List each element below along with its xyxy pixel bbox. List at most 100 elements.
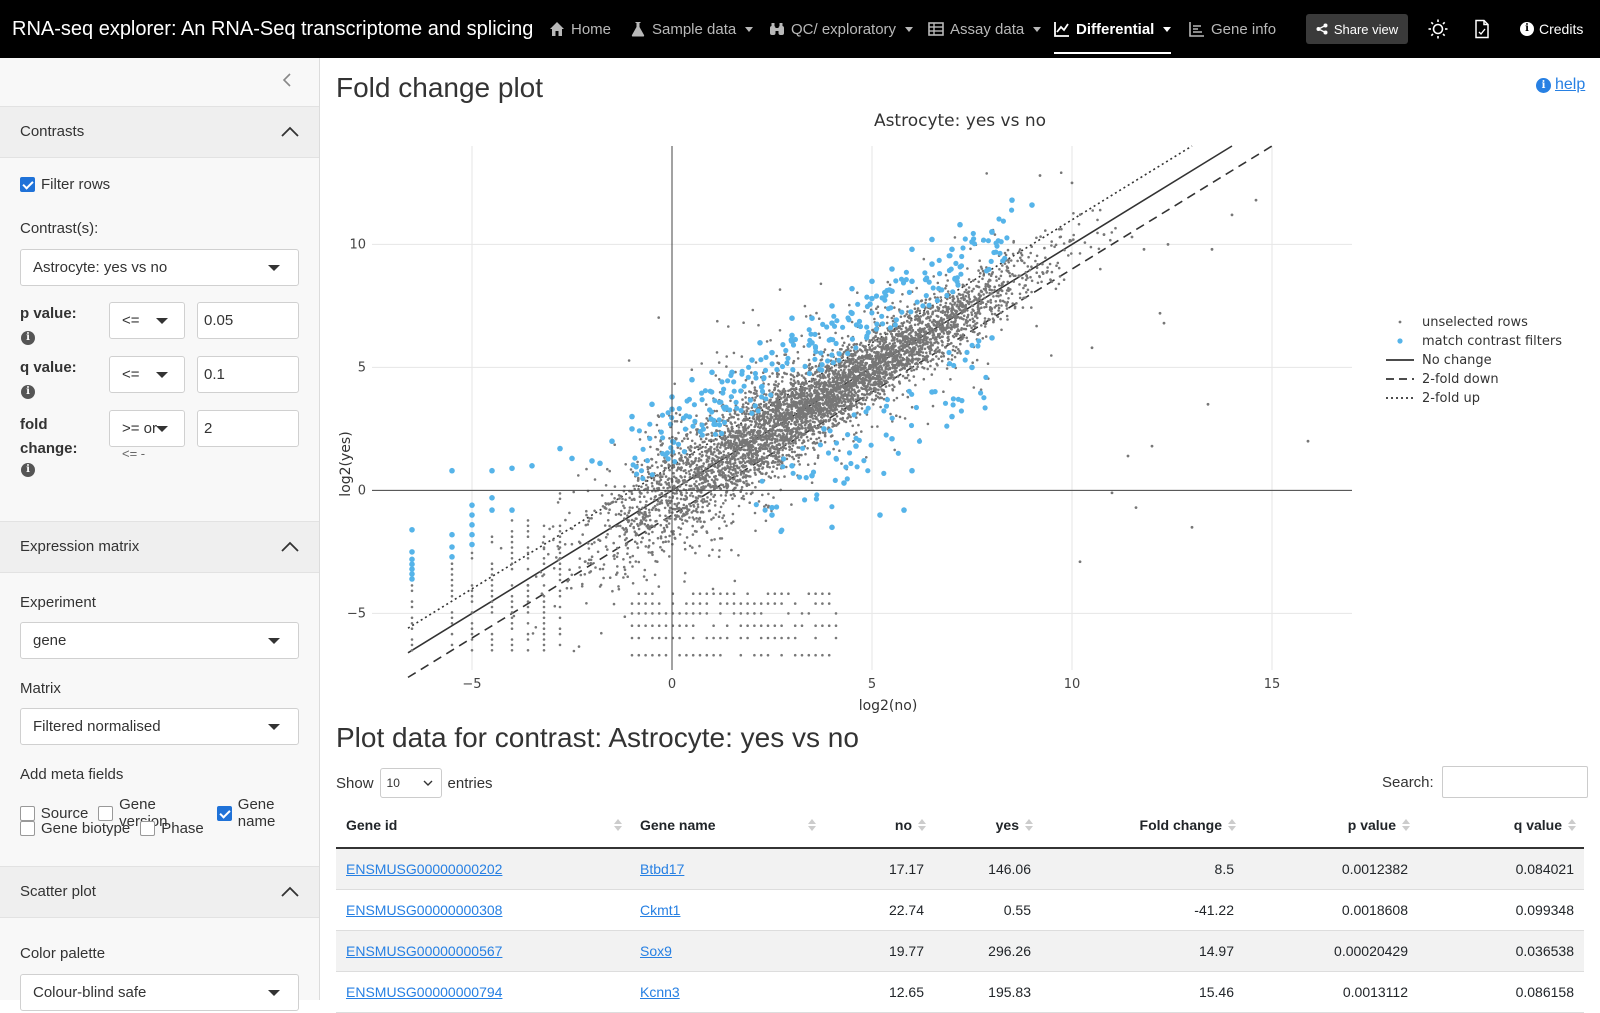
unselected-point	[1090, 246, 1093, 249]
unselected-point	[838, 366, 841, 369]
unselected-point	[777, 424, 780, 427]
unselected-point	[957, 348, 960, 351]
unselected-point	[668, 496, 671, 499]
unselected-point	[852, 440, 855, 443]
unselected-point	[688, 470, 691, 473]
unselected-point	[1039, 235, 1042, 238]
unselected-point	[879, 358, 882, 361]
unselected-point	[857, 398, 860, 401]
unselected-point	[660, 476, 663, 479]
info-icon: i	[1520, 22, 1534, 36]
unselected-point	[787, 442, 790, 445]
unselected-point	[966, 316, 969, 319]
unselected-point	[601, 494, 604, 497]
nav-sample-data[interactable]: Sample data	[630, 0, 753, 58]
unselected-point	[905, 327, 908, 330]
contrast-select[interactable]: Astrocyte: yes vs no	[20, 249, 299, 286]
unselected-point	[800, 424, 803, 427]
unselected-point	[784, 443, 787, 446]
unselected-point	[929, 319, 932, 322]
unselected-point	[760, 415, 763, 418]
fold-change-input[interactable]: 2	[197, 410, 299, 447]
unselected-point	[932, 334, 935, 337]
p-value-input[interactable]: 0.05	[197, 302, 299, 339]
unselected-point	[611, 590, 614, 593]
unselected-point	[920, 315, 923, 318]
fold-change-input-value: 2	[204, 420, 212, 437]
unselected-point	[899, 416, 902, 419]
unselected-point	[692, 533, 695, 536]
help-label: help	[1555, 76, 1585, 94]
unselected-point	[952, 298, 955, 301]
unselected-point	[654, 495, 657, 498]
filter-rows-toggle[interactable]: Filter rows	[20, 176, 110, 193]
meta-source-checkbox[interactable]	[20, 806, 35, 821]
unselected-point	[685, 498, 688, 501]
unselected-point	[666, 526, 669, 529]
share-view-button[interactable]: Share view	[1306, 14, 1408, 44]
q-value-info-icon[interactable]: i	[21, 385, 35, 399]
unselected-point	[729, 476, 732, 479]
unselected-point	[855, 404, 858, 407]
meta-gene-name-checkbox[interactable]	[217, 806, 232, 821]
nav-assay-data[interactable]: Assay data	[928, 0, 1041, 58]
meta-phase-checkbox[interactable]	[140, 821, 155, 836]
unselected-point	[817, 399, 820, 402]
unselected-point	[848, 304, 851, 307]
unselected-point	[763, 452, 766, 455]
nav-home[interactable]: Home	[549, 0, 611, 58]
light-mode-icon[interactable]	[1428, 19, 1448, 39]
unselected-point	[1049, 263, 1052, 266]
unselected-point	[645, 513, 648, 516]
nav-qc-exploratory[interactable]: QC/ exploratory	[769, 0, 913, 58]
unselected-point	[785, 418, 788, 421]
unselected-point	[1078, 223, 1081, 226]
unselected-point	[776, 447, 779, 450]
nav-gene-info[interactable]: Gene info	[1189, 0, 1276, 58]
unselected-point	[564, 519, 567, 522]
nav-differential[interactable]: Differential	[1054, 0, 1171, 58]
help-link[interactable]: i help	[1536, 76, 1585, 94]
unselected-point	[723, 514, 726, 517]
color-palette-select[interactable]: Colour-blind safe	[20, 974, 299, 1011]
unselected-point	[650, 497, 653, 500]
unselected-point	[888, 342, 891, 345]
unselected-point	[848, 388, 851, 391]
unselected-point	[944, 287, 947, 290]
unselected-point	[759, 458, 762, 461]
unselected-point	[937, 308, 940, 311]
unselected-point	[608, 525, 611, 528]
unselected-point	[790, 401, 793, 404]
fold-change-info-icon[interactable]: i	[21, 463, 35, 477]
experiment-select[interactable]: gene	[20, 622, 299, 659]
contrasts-section-header[interactable]: Contrasts	[0, 106, 319, 158]
meta-gene-version-checkbox[interactable]	[98, 806, 113, 821]
meta-gene-biotype-checkbox[interactable]	[20, 821, 35, 836]
app-title[interactable]: RNA-seq explorer: An RNA-Seq transcripto…	[12, 0, 532, 58]
unselected-point	[1050, 244, 1053, 247]
report-file-icon[interactable]	[1472, 19, 1492, 39]
unselected-point	[941, 360, 944, 363]
unselected-point	[1023, 262, 1026, 265]
collapse-sidebar-icon[interactable]	[280, 72, 296, 88]
unselected-point	[907, 328, 910, 331]
p-value-operator-select[interactable]: <=	[109, 302, 185, 339]
scatter-plot-section-header[interactable]: Scatter plot	[0, 866, 319, 918]
unselected-point	[818, 431, 821, 434]
unselected-point	[805, 315, 808, 318]
expression-matrix-section-header[interactable]: Expression matrix	[0, 521, 319, 573]
p-value-info-icon[interactable]: i	[21, 331, 35, 345]
unselected-point	[790, 423, 793, 426]
unselected-point	[754, 449, 757, 452]
matrix-select[interactable]: Filtered normalised	[20, 708, 299, 745]
q-value-input[interactable]: 0.1	[197, 356, 299, 393]
unselected-point	[619, 495, 622, 498]
unselected-point	[807, 413, 810, 416]
filter-rows-checkbox[interactable]	[20, 177, 35, 192]
credits-link[interactable]: i Credits	[1520, 0, 1583, 58]
unselected-point	[842, 438, 845, 441]
unselected-point	[816, 404, 819, 407]
fold-change-operator-select[interactable]: >= or	[109, 410, 185, 447]
q-value-operator-select[interactable]: <=	[109, 356, 185, 393]
